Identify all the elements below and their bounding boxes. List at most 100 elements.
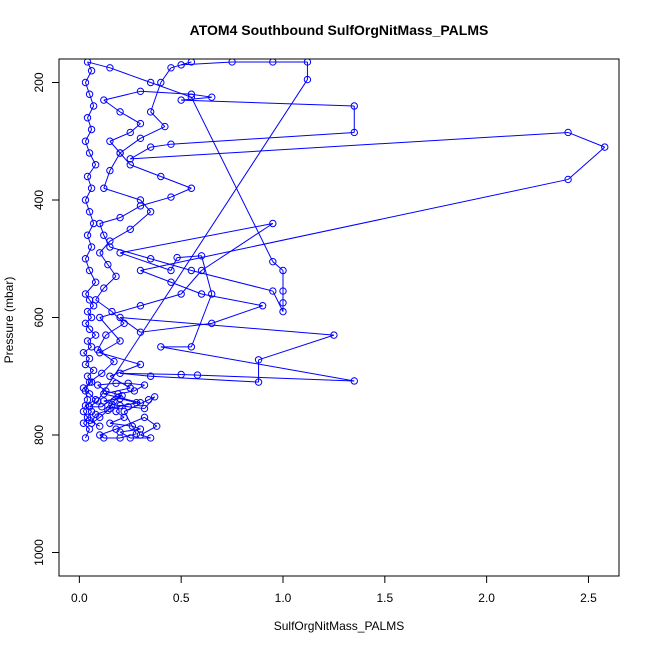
- data-point: [100, 284, 108, 292]
- data-point: [91, 410, 100, 419]
- data-point: [91, 161, 100, 169]
- data-point: [177, 61, 185, 69]
- data-point: [167, 266, 175, 275]
- data-point: [81, 434, 90, 442]
- data-point: [116, 213, 124, 222]
- data-point: [81, 319, 90, 328]
- y-tick-label: 800: [32, 425, 46, 445]
- data-point: [146, 434, 155, 442]
- data-point: [93, 346, 102, 354]
- data-point: [126, 155, 134, 163]
- data-point: [136, 425, 145, 433]
- series-line-segment: [201, 293, 263, 307]
- x-tick-label: 0.5: [173, 591, 190, 605]
- data-point: [177, 370, 185, 379]
- series-line-segment: [101, 361, 115, 374]
- series-line-segment: [85, 317, 92, 324]
- series-line-segment: [129, 211, 151, 230]
- data-point: [112, 407, 120, 416]
- series-line-segment: [567, 146, 606, 180]
- data-point: [108, 400, 116, 409]
- series-line-segment: [89, 211, 95, 224]
- series-line-segment: [180, 270, 202, 295]
- series-line-segment: [99, 223, 105, 236]
- data-point: [83, 59, 92, 66]
- data-point: [146, 143, 155, 151]
- data-point: [279, 287, 287, 295]
- data-point: [269, 219, 277, 228]
- data-point: [269, 287, 277, 295]
- series-line-segment: [107, 264, 117, 277]
- y-tick-label: 200: [32, 72, 46, 92]
- data-point: [85, 354, 94, 363]
- data-point: [118, 391, 126, 400]
- series-line-segment: [191, 270, 273, 292]
- data-point: [173, 253, 181, 262]
- data-point: [161, 122, 169, 131]
- data-point: [177, 96, 185, 104]
- data-point: [187, 343, 196, 351]
- data-point: [136, 266, 145, 275]
- data-point: [193, 371, 202, 379]
- series-line-segment: [84, 141, 91, 154]
- data-point: [350, 102, 358, 110]
- data-point: [79, 419, 88, 427]
- data-point: [102, 331, 110, 339]
- data-point: [136, 328, 145, 336]
- series-line-segment: [130, 164, 161, 177]
- data-point: [124, 403, 132, 411]
- data-point: [116, 369, 124, 378]
- data-point: [126, 434, 134, 442]
- data-point: [79, 407, 88, 416]
- series-line-segment: [95, 409, 109, 415]
- data-point: [112, 425, 120, 433]
- data-point: [279, 266, 287, 275]
- y-tick-label: 1000: [32, 539, 46, 566]
- data-point: [106, 237, 114, 245]
- data-point: [140, 404, 149, 413]
- data-point: [124, 379, 132, 387]
- data-point: [303, 59, 312, 66]
- data-point: [258, 302, 267, 310]
- data-point: [116, 108, 124, 116]
- series-line-segment: [109, 416, 125, 424]
- series-line-segment: [87, 235, 93, 248]
- data-point: [83, 337, 92, 345]
- series-line-segment: [103, 276, 117, 289]
- data-point: [110, 397, 118, 405]
- data-point: [81, 137, 90, 145]
- series-line-segment: [140, 126, 166, 139]
- series-line-segment: [87, 117, 93, 130]
- data-point: [110, 357, 118, 366]
- data-point: [136, 431, 145, 439]
- data-point: [157, 172, 165, 181]
- data-point: [96, 249, 104, 257]
- series-line-segment: [160, 346, 355, 382]
- series-line-segment: [95, 287, 105, 301]
- data-point: [157, 78, 165, 87]
- series-line-segment: [109, 140, 121, 154]
- data-point: [93, 381, 102, 389]
- y-tick-label: 600: [32, 307, 46, 327]
- series-line-segment: [170, 257, 178, 271]
- series-line-segment: [89, 328, 96, 336]
- series-line-segment: [140, 178, 569, 271]
- data-point: [98, 369, 106, 378]
- series-line-segment: [97, 79, 308, 402]
- data-point: [83, 114, 92, 122]
- series-line-segment: [150, 82, 162, 113]
- series-line-segment: [83, 422, 90, 430]
- series-line-segment: [119, 431, 131, 439]
- series-line-segment: [190, 293, 213, 348]
- y-tick-label: 400: [32, 190, 46, 210]
- data-point: [91, 278, 100, 286]
- data-point: [146, 255, 155, 263]
- data-point: [89, 366, 98, 375]
- series-line-segment: [132, 425, 141, 430]
- series-line-segment: [120, 372, 182, 375]
- x-tick-label: 1.0: [275, 591, 292, 605]
- series-line-segment: [119, 152, 131, 166]
- series-line-segment: [129, 123, 141, 133]
- data-point: [177, 290, 185, 298]
